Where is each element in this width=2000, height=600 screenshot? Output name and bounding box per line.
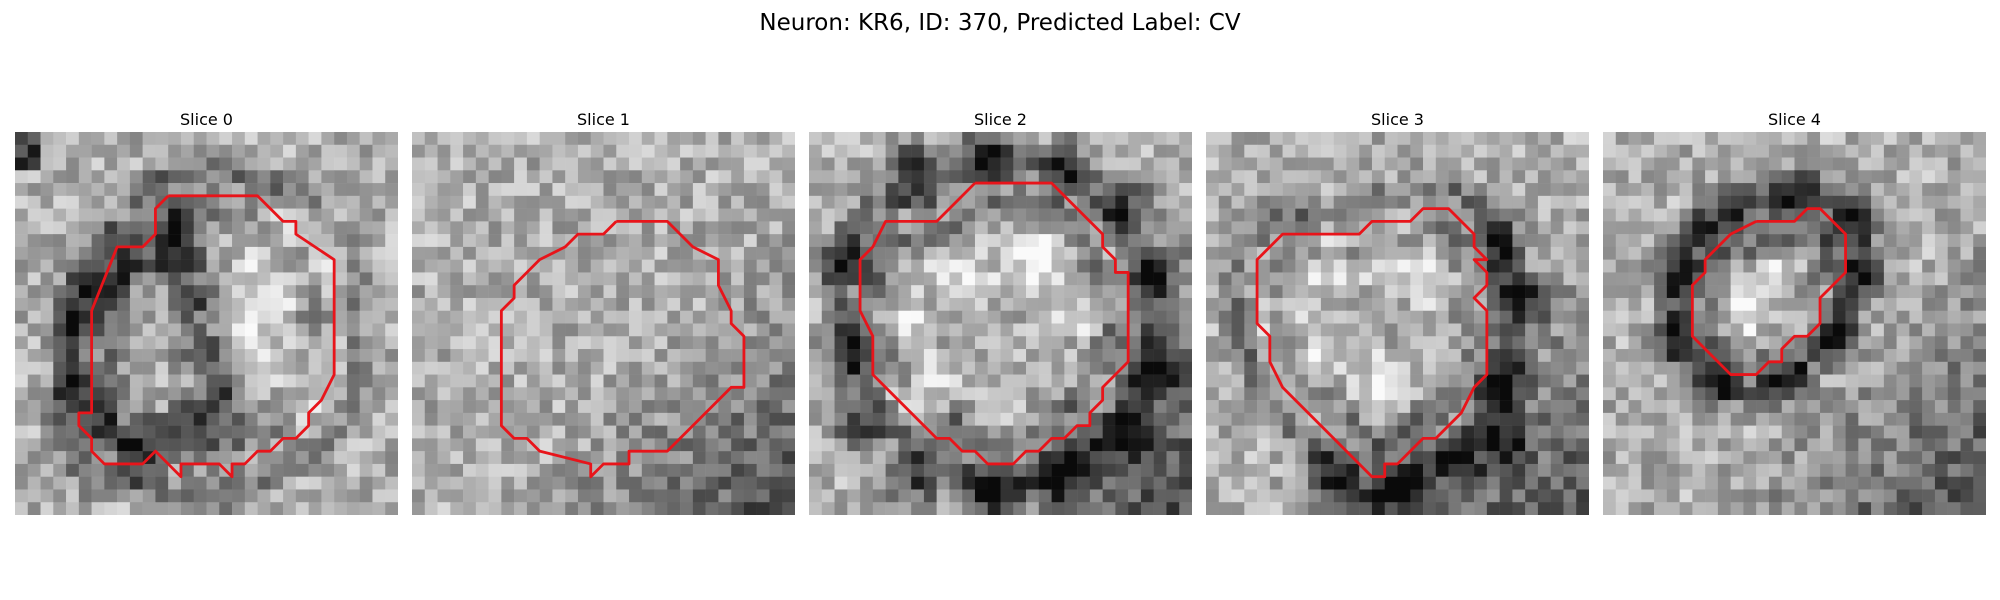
slice-title: Slice 3 — [1371, 110, 1424, 129]
slice-image-4 — [1603, 132, 1986, 515]
segmentation-contour — [858, 181, 1130, 466]
pixel-grid — [809, 132, 1192, 515]
slice-panel-1: Slice 1 — [412, 108, 795, 515]
pixel-grid — [1206, 132, 1589, 515]
slice-title: Slice 0 — [180, 110, 233, 129]
slice-title: Slice 1 — [577, 110, 630, 129]
segmentation-contour — [77, 194, 336, 479]
segmentation-contour — [499, 219, 746, 479]
slice-image-2 — [809, 132, 1192, 515]
slice-title: Slice 4 — [1768, 110, 1821, 129]
slice-panel-4: Slice 4 — [1603, 108, 1986, 515]
segmentation-contour — [1690, 207, 1847, 376]
slice-image-1 — [412, 132, 795, 515]
slice-title: Slice 2 — [974, 110, 1027, 129]
pixel-grid — [412, 132, 795, 515]
slice-panel-0: Slice 0 — [15, 108, 398, 515]
pixel-grid — [15, 132, 398, 515]
slice-image-0 — [15, 132, 398, 515]
pixel-grid — [1603, 132, 1986, 515]
figure-title: Neuron: KR6, ID: 370, Predicted Label: C… — [759, 10, 1241, 36]
slice-image-3 — [1206, 132, 1589, 515]
segmentation-contour — [1255, 207, 1489, 479]
slice-panel-2: Slice 2 — [809, 108, 1192, 515]
slice-panel-3: Slice 3 — [1206, 108, 1589, 515]
